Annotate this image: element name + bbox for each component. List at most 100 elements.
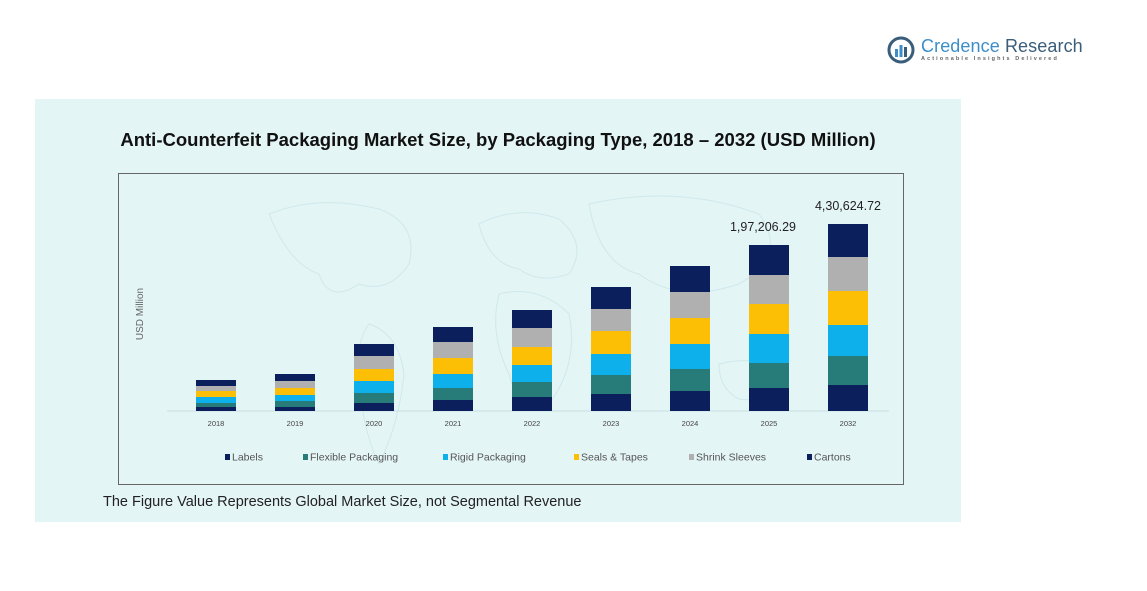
bar-segment-shrink-sleeves-2020	[354, 356, 394, 369]
legend-label: Labels	[232, 452, 263, 464]
bar-segment-flexible-packaging-2021	[433, 388, 473, 400]
bar-segment-seals-tapes-2020	[354, 369, 394, 381]
bar-segment-cartons-2018	[196, 380, 236, 386]
bar-stack-2018	[196, 380, 236, 411]
legend-swatch	[443, 454, 448, 460]
legend-swatch	[574, 454, 579, 460]
footnote: The Figure Value Represents Global Marke…	[103, 494, 582, 510]
bar-segment-labels-2032	[828, 385, 868, 411]
x-tick-label: 2023	[603, 419, 620, 428]
bar-segment-flexible-packaging-2019	[275, 401, 315, 407]
bar-segment-seals-tapes-2023	[591, 331, 631, 354]
legend-label: Rigid Packaging	[450, 452, 526, 464]
legend-item-cartons: Cartons	[807, 452, 851, 464]
bar-stack-2024	[670, 266, 710, 411]
legend-swatch	[303, 454, 308, 460]
bar-segment-seals-tapes-2019	[275, 388, 315, 395]
bar-segment-flexible-packaging-2032	[828, 356, 868, 385]
chart-svg: 2018 2019 2020 2021 2022 2023 2024 2025 2032 1,9…	[135, 195, 889, 466]
bar-segment-shrink-sleeves-2024	[670, 292, 710, 318]
bar-stack-2020	[354, 344, 394, 411]
bar-segment-shrink-sleeves-2019	[275, 381, 315, 388]
bar-segment-cartons-2022	[512, 310, 552, 328]
bar-segment-flexible-packaging-2022	[512, 382, 552, 397]
bar-segment-rigid-packaging-2022	[512, 365, 552, 382]
bar-segment-seals-tapes-2024	[670, 318, 710, 344]
chart-title: Anti-Counterfeit Packaging Market Size, …	[120, 129, 876, 150]
x-tick-label: 2019	[287, 419, 304, 428]
bar-segment-flexible-packaging-2025	[749, 363, 789, 388]
bar-segment-flexible-packaging-2018	[196, 403, 236, 407]
x-tick-label: 2021	[445, 419, 462, 428]
legend-swatch	[807, 454, 812, 460]
bar-segment-shrink-sleeves-2021	[433, 342, 473, 358]
legend-swatch	[225, 454, 230, 460]
bar-segment-shrink-sleeves-2032	[828, 257, 868, 291]
bar-segment-labels-2020	[354, 403, 394, 411]
legend-item-rigid-packaging: Rigid Packaging	[443, 452, 526, 464]
legend-label: Seals & Tapes	[581, 452, 648, 464]
x-tick-label: 2025	[761, 419, 778, 428]
legend-item-flexible-packaging: Flexible Packaging	[303, 452, 398, 464]
bar-segment-rigid-packaging-2032	[828, 325, 868, 356]
bar-stack-2032	[828, 224, 868, 411]
chart-frame: 2018 2019 2020 2021 2022 2023 2024 2025 2032 1,9…	[118, 173, 904, 485]
bar-segment-cartons-2024	[670, 266, 710, 292]
x-tick-label: 2020	[366, 419, 383, 428]
legend-item-labels: Labels	[225, 452, 263, 464]
bar-segment-cartons-2023	[591, 287, 631, 309]
logo-icon	[887, 36, 915, 64]
bar-segment-seals-tapes-2025	[749, 304, 789, 334]
legend-item-seals-tapes: Seals & Tapes	[574, 452, 648, 464]
bar-segment-rigid-packaging-2023	[591, 354, 631, 375]
bar-segment-labels-2025	[749, 388, 789, 411]
bar-segment-labels-2022	[512, 397, 552, 411]
bar-segment-labels-2023	[591, 394, 631, 411]
bar-segment-labels-2019	[275, 407, 315, 411]
bar-segment-flexible-packaging-2023	[591, 375, 631, 394]
bar-segment-labels-2018	[196, 407, 236, 411]
bar-segment-shrink-sleeves-2018	[196, 386, 236, 391]
data-label-2032: 4,30,624.72	[815, 199, 881, 213]
bar-segment-rigid-packaging-2024	[670, 344, 710, 369]
legend-label: Shrink Sleeves	[696, 452, 766, 464]
bar-segment-seals-tapes-2032	[828, 291, 868, 325]
bar-segment-rigid-packaging-2025	[749, 334, 789, 363]
data-label-2025: 1,97,206.29	[730, 220, 796, 234]
brand-tagline: Actionable Insights Delivered	[921, 56, 1059, 63]
bar-segment-shrink-sleeves-2022	[512, 328, 552, 347]
bar-segment-rigid-packaging-2019	[275, 395, 315, 401]
bar-segment-rigid-packaging-2021	[433, 374, 473, 388]
legend-swatch	[689, 454, 694, 460]
bar-segment-cartons-2032	[828, 224, 868, 257]
bar-segment-labels-2021	[433, 400, 473, 411]
chart-panel: Anti-Counterfeit Packaging Market Size, …	[35, 99, 961, 522]
y-axis-label: USD Million	[135, 288, 146, 340]
x-tick-label: 2018	[208, 419, 225, 428]
bar-stack-2022	[512, 310, 552, 411]
bar-segment-seals-tapes-2018	[196, 391, 236, 397]
legend-item-shrink-sleeves: Shrink Sleeves	[689, 452, 766, 464]
brand-logo: Credence Research Actionable Insights De…	[887, 36, 1083, 64]
x-tick-label: 2032	[840, 419, 857, 428]
bar-stack-2023	[591, 287, 631, 411]
bar-segment-seals-tapes-2021	[433, 358, 473, 374]
bar-segment-shrink-sleeves-2025	[749, 275, 789, 304]
bar-segment-flexible-packaging-2020	[354, 393, 394, 403]
bar-segment-seals-tapes-2022	[512, 347, 552, 365]
bar-stack-2019	[275, 374, 315, 411]
bar-segment-cartons-2019	[275, 374, 315, 381]
legend-label: Cartons	[814, 452, 851, 464]
brand-name: Credence Research	[921, 36, 1083, 57]
bar-segment-flexible-packaging-2024	[670, 369, 710, 391]
bar-segment-cartons-2025	[749, 245, 789, 275]
bar-stack-2025	[749, 245, 789, 411]
x-tick-label: 2022	[524, 419, 541, 428]
bar-segment-cartons-2021	[433, 327, 473, 342]
bar-segment-cartons-2020	[354, 344, 394, 356]
x-tick-label: 2024	[682, 419, 699, 428]
bar-segment-shrink-sleeves-2023	[591, 309, 631, 331]
bar-segment-rigid-packaging-2020	[354, 381, 394, 393]
bar-segment-labels-2024	[670, 391, 710, 411]
bar-segment-rigid-packaging-2018	[196, 397, 236, 403]
